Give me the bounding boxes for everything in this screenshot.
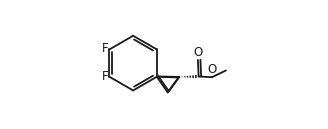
Text: F: F — [102, 42, 108, 55]
Text: F: F — [102, 70, 108, 83]
Text: O: O — [193, 46, 203, 59]
Text: O: O — [207, 63, 216, 76]
Polygon shape — [157, 74, 159, 79]
